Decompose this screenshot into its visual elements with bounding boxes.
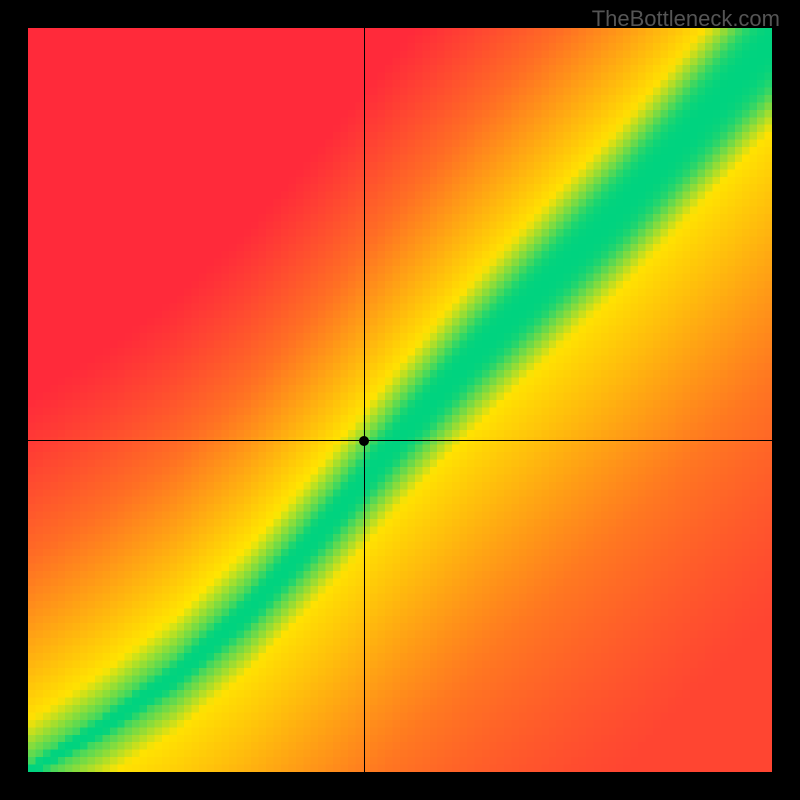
bottleneck-heatmap bbox=[28, 28, 772, 772]
crosshair-horizontal bbox=[28, 440, 772, 441]
watermark-text: TheBottleneck.com bbox=[592, 6, 780, 32]
heatmap-canvas bbox=[28, 28, 772, 772]
root-container: TheBottleneck.com bbox=[0, 0, 800, 800]
crosshair-vertical bbox=[364, 28, 365, 772]
